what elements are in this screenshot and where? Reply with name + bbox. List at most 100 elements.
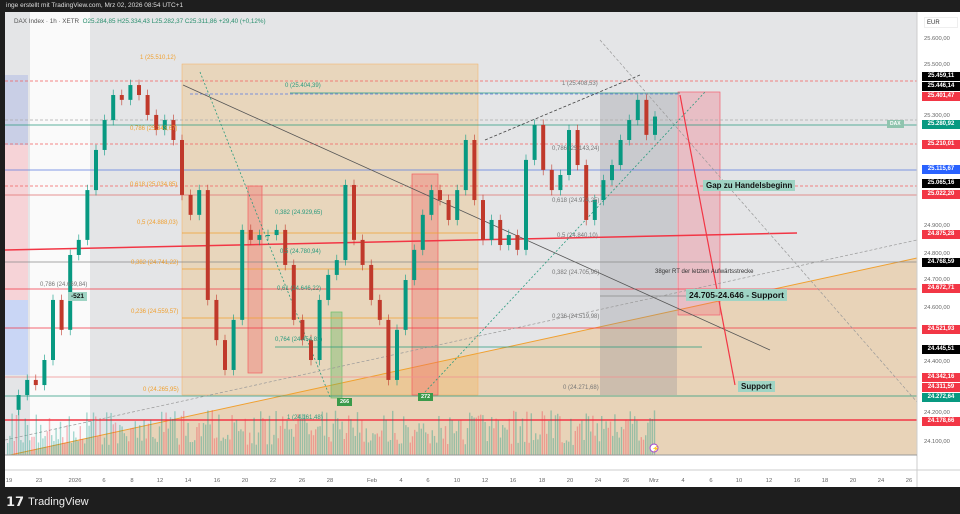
volume-bar — [244, 418, 246, 455]
volume-bar — [570, 418, 572, 455]
fib-label: 0,5 (24.840,10) — [557, 233, 598, 239]
volume-bars — [7, 410, 656, 455]
volume-bar — [121, 426, 123, 455]
date-tick: 4 — [399, 478, 403, 484]
fib-retracement-orange[interactable] — [181, 63, 479, 396]
date-tick: 18 — [538, 478, 546, 484]
candle — [506, 235, 511, 246]
volume-bar — [81, 439, 84, 455]
volume-bar — [513, 410, 515, 455]
volume-bar — [145, 438, 147, 455]
volume-bar — [40, 424, 42, 455]
volume-bar — [469, 412, 471, 455]
volume-bar — [477, 415, 480, 455]
candle — [567, 130, 571, 175]
volume-bar — [409, 442, 411, 455]
price-tag: 24.521,93 — [922, 324, 960, 334]
candle — [309, 340, 313, 361]
volume-bar — [119, 424, 121, 455]
volume-bar — [158, 426, 161, 455]
volume-bar — [48, 418, 51, 455]
volume-bar — [132, 427, 134, 455]
brand-name: TradingView — [28, 496, 89, 508]
volume-bar — [11, 413, 13, 455]
candle — [446, 200, 451, 220]
candle — [334, 260, 339, 275]
volume-bar — [44, 436, 46, 455]
volume-bar — [220, 440, 222, 455]
volume-bar — [543, 415, 546, 455]
volume-bar — [187, 422, 189, 455]
candle — [300, 319, 305, 341]
volume-bar — [458, 420, 460, 455]
volume-bar — [90, 421, 92, 455]
volume-bar — [75, 437, 77, 455]
volume-bar — [471, 415, 473, 455]
volume-bar — [286, 420, 288, 455]
candle — [601, 180, 606, 201]
fib-label: 0,786 (24.669,84) — [40, 282, 88, 288]
volume-bar — [255, 444, 257, 455]
volume-bar — [95, 416, 97, 455]
volume-bar — [224, 438, 227, 455]
candle — [274, 229, 279, 236]
volume-bar — [576, 426, 579, 455]
volume-bar — [541, 411, 543, 455]
chart-frame[interactable]: ⚡ DAX Index · 1h · XETR O25.284,85 H25.3… — [5, 12, 960, 487]
candle — [635, 99, 640, 121]
date-tick: 26 — [298, 478, 306, 484]
price-tick: 25.300,00 — [924, 113, 950, 120]
volume-bar — [273, 434, 275, 455]
volume-bar — [134, 421, 136, 455]
volume-bar — [279, 425, 282, 455]
volume-bar — [229, 439, 231, 455]
ohlc-low: L25.282,37 — [151, 18, 184, 25]
date-tick: 20 — [566, 478, 574, 484]
fib-retracement-gray[interactable] — [600, 93, 677, 395]
candle — [395, 329, 399, 380]
price-tag: 25.022,20 — [922, 190, 960, 200]
volume-bar — [636, 420, 638, 455]
price-tag: 25.446,14 — [922, 82, 960, 92]
volume-bar — [359, 432, 361, 455]
fib-label: 0,236 (24.559,57) — [131, 309, 179, 315]
ohlc-open: O25.284,85 — [82, 18, 116, 25]
volume-bar — [447, 444, 449, 455]
volume-bar — [590, 431, 592, 455]
currency-selector[interactable]: EUR — [924, 17, 958, 28]
volume-bar — [106, 412, 108, 455]
volume-bar — [563, 442, 565, 455]
candle — [205, 190, 210, 300]
volume-bar — [385, 419, 387, 455]
volume-bar — [475, 417, 477, 455]
price-chart[interactable]: ⚡ — [5, 12, 960, 487]
candle — [197, 190, 202, 215]
price-tag: 24.875,28 — [922, 229, 960, 239]
support-note: Support — [738, 381, 775, 392]
downtrend-line[interactable] — [182, 84, 771, 351]
fib-label: 0 (24.271,68) — [563, 385, 599, 391]
fib-label: 1 (25.408,53) — [562, 81, 598, 87]
date-tick: 16 — [213, 478, 221, 484]
candle — [360, 239, 365, 265]
candle — [386, 319, 391, 380]
candle — [137, 85, 141, 96]
volume-bar — [585, 413, 587, 455]
candle — [352, 184, 356, 240]
volume-bar — [246, 444, 249, 455]
candle — [145, 95, 150, 115]
candle — [171, 120, 176, 140]
lightning-event-icon[interactable] — [649, 443, 659, 453]
volume-bar — [55, 428, 57, 455]
date-tick: 26 — [622, 478, 630, 484]
date-tick: Feb — [367, 478, 377, 484]
volume-bar — [506, 429, 508, 455]
volume-bar — [561, 442, 563, 455]
volume-bar — [464, 444, 466, 455]
volume-bar — [403, 416, 405, 455]
date-tick: 14 — [184, 478, 192, 484]
volume-bar — [42, 438, 44, 455]
volume-bar — [537, 439, 539, 455]
volume-bar — [33, 436, 35, 455]
price-tick: 24.100,00 — [924, 439, 950, 446]
